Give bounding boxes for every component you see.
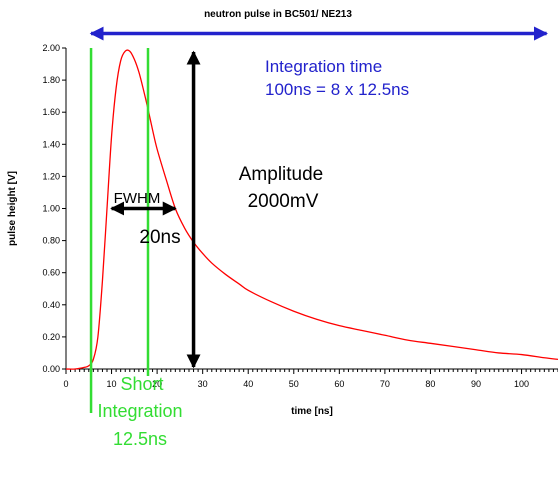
short-integration-label-2: Integration <box>97 401 182 421</box>
x-tick-label: 10 <box>107 379 117 389</box>
y-tick-label: 0.20 <box>42 332 60 342</box>
y-tick-label: 0.00 <box>42 364 60 374</box>
y-tick-label: 0.80 <box>42 236 60 246</box>
y-tick-label: 0.60 <box>42 268 60 278</box>
y-tick-label: 0.40 <box>42 300 60 310</box>
short-integration-label-1: Short <box>120 374 163 394</box>
x-tick-label: 20 <box>152 379 162 389</box>
series-line-0 <box>65 49 558 370</box>
chart-title: neutron pulse in BC501/ NE213 <box>204 9 352 20</box>
short-integration-label-3: 12.5ns <box>113 429 167 449</box>
x-tick-label: 0 <box>63 379 68 389</box>
y-tick-label: 1.00 <box>42 204 60 214</box>
amplitude-value: 2000mV <box>248 191 319 212</box>
x-tick-label: 90 <box>471 379 481 389</box>
x-tick-label: 80 <box>425 379 435 389</box>
y-tick-label: 1.80 <box>42 75 60 85</box>
x-axis-title: time [ns] <box>291 406 333 417</box>
y-axis-title: pulse height [V] <box>7 171 18 246</box>
y-tick-label: 2.00 <box>42 43 60 53</box>
amplitude-label: Amplitude <box>239 164 324 185</box>
x-tick-label: 60 <box>334 379 344 389</box>
integration-time-formula: 100ns = 8 x 12.5ns <box>265 80 409 99</box>
fwhm-label: FWHM <box>114 190 161 207</box>
y-tick-label: 1.40 <box>42 139 60 149</box>
x-tick-label: 50 <box>289 379 299 389</box>
y-tick-label: 1.60 <box>42 107 60 117</box>
x-tick-label: 40 <box>243 379 253 389</box>
integration-time-label: Integration time <box>265 57 382 76</box>
x-tick-label: 100 <box>514 379 529 389</box>
fwhm-value: 20ns <box>139 227 180 248</box>
x-tick-label: 30 <box>198 379 208 389</box>
x-tick-label: 70 <box>380 379 390 389</box>
y-tick-label: 1.20 <box>42 171 60 181</box>
